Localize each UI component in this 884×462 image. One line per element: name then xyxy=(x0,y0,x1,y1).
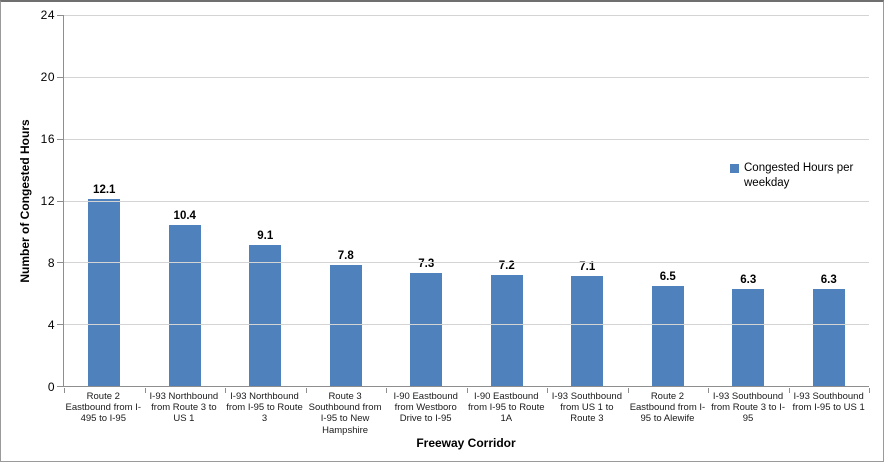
bar-value-label: 7.8 xyxy=(337,250,354,263)
x-tick xyxy=(788,388,790,393)
x-category-label: I-90 Eastbound from I-95 to Route 1A xyxy=(467,391,545,425)
y-axis-labels: 0 4 8 12 16 20 24 xyxy=(1,8,55,394)
gridline xyxy=(64,262,869,264)
bar-column: 9.1 xyxy=(225,15,306,386)
x-tick xyxy=(225,388,226,393)
bar-value-label: 6.5 xyxy=(659,270,676,283)
legend-swatch-icon xyxy=(730,164,739,173)
bar-value-label: 12.1 xyxy=(93,183,116,196)
y-tick xyxy=(57,262,63,264)
x-tick xyxy=(627,388,629,393)
bar-column: 7.2 xyxy=(467,15,548,386)
x-axis-title: Freeway Corridor xyxy=(416,436,516,450)
bar xyxy=(410,273,443,386)
bar-value-label: 6.3 xyxy=(820,273,837,286)
y-tick-label: 24 xyxy=(40,8,55,22)
x-category-label: Route 3 Southbound from I-95 to New Hamp… xyxy=(308,391,382,436)
x-category-label: I-93 Southbound from I-95 to US 1 xyxy=(792,391,865,414)
bar xyxy=(651,285,684,386)
x-axis-labels: Route 2 Eastbound from I-495 to I-95 I-93… xyxy=(63,391,869,436)
x-tick xyxy=(547,388,548,393)
gridline xyxy=(64,200,869,202)
x-category-label: Route 2 Eastbound from I-495 to I-95 xyxy=(65,391,142,425)
bar-value-label: 9.1 xyxy=(257,230,274,243)
bar-column: 10.4 xyxy=(145,15,226,386)
y-tick xyxy=(57,200,63,202)
y-tick xyxy=(57,324,63,326)
x-tick xyxy=(386,388,387,393)
legend: Congested Hours per weekday xyxy=(730,161,880,191)
plot-area: 12.1 10.4 9.1 7.8 7.3 7.2 7.1 6.5 6.3 6.3 xyxy=(57,15,870,393)
bar-column: 7.3 xyxy=(386,15,467,386)
y-tick-label: 4 xyxy=(47,318,55,332)
y-tick-label: 16 xyxy=(40,132,55,146)
gridline xyxy=(64,76,869,78)
bar-value-label: 7.3 xyxy=(418,258,435,271)
x-tick xyxy=(305,388,307,393)
bar-column: 12.1 xyxy=(64,15,145,386)
bars: 12.1 10.4 9.1 7.8 7.3 7.2 7.1 6.5 6.3 6.3 xyxy=(64,15,869,386)
bar-column: 6.3 xyxy=(789,15,870,386)
x-tick xyxy=(869,388,870,393)
x-tick xyxy=(466,388,468,393)
x-category-label: Route 2 Eastbound from I-95 to Alewife xyxy=(629,391,706,425)
x-category-label: I-90 Eastbound from Westboro Drive to I-… xyxy=(393,391,458,425)
bar xyxy=(168,225,201,386)
bar-value-label: 7.1 xyxy=(579,261,596,274)
bar xyxy=(329,265,362,386)
bar xyxy=(732,288,765,386)
bar xyxy=(249,245,282,386)
x-tick xyxy=(708,388,709,393)
bar-column: 6.3 xyxy=(708,15,789,386)
x-category-label: I-93 Southbound from US 1 to Route 3 xyxy=(551,391,622,425)
bar-column: 6.5 xyxy=(628,15,709,386)
gridline xyxy=(64,324,869,326)
y-tick-label: 0 xyxy=(47,380,55,394)
bar-column: 7.8 xyxy=(306,15,387,386)
bar-value-label: 6.3 xyxy=(740,273,757,286)
y-tick-label: 12 xyxy=(40,194,55,208)
x-category-label: I-93 Southbound from Route 3 to I-95 xyxy=(711,391,785,425)
x-tick xyxy=(144,388,146,393)
gridline xyxy=(64,138,869,140)
x-tick xyxy=(64,388,65,393)
bar-value-label: 10.4 xyxy=(173,210,196,223)
legend-label: Congested Hours per weekday xyxy=(744,162,854,189)
x-category-label: I-93 Northbound from I-95 to Route 3 xyxy=(226,391,303,425)
y-tick xyxy=(57,15,63,16)
bar-column: 7.1 xyxy=(547,15,628,386)
bar xyxy=(812,288,845,386)
y-tick xyxy=(57,76,63,78)
bar xyxy=(571,276,604,386)
gridline xyxy=(64,15,869,16)
bar xyxy=(88,198,121,386)
y-tick-label: 20 xyxy=(40,70,55,84)
y-tick xyxy=(57,138,63,140)
y-tick xyxy=(57,386,63,387)
y-tick-label: 8 xyxy=(47,256,55,270)
x-category-label: I-93 Northbound from Route 3 to US 1 xyxy=(149,391,219,425)
bar xyxy=(490,274,523,386)
